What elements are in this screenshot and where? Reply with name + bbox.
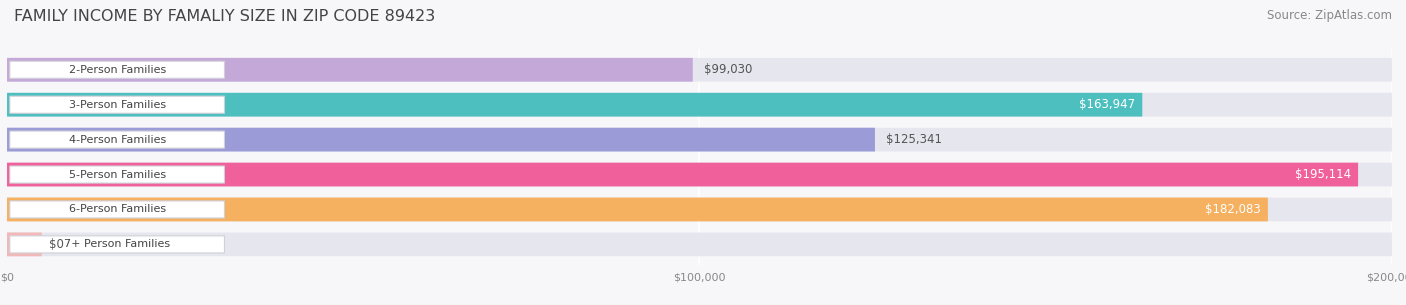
FancyBboxPatch shape <box>7 58 693 82</box>
Text: $182,083: $182,083 <box>1205 203 1261 216</box>
FancyBboxPatch shape <box>7 232 1392 256</box>
Text: Source: ZipAtlas.com: Source: ZipAtlas.com <box>1267 9 1392 22</box>
FancyBboxPatch shape <box>10 96 225 113</box>
FancyBboxPatch shape <box>7 93 1142 117</box>
FancyBboxPatch shape <box>7 198 1268 221</box>
Text: $195,114: $195,114 <box>1295 168 1351 181</box>
Text: $99,030: $99,030 <box>704 63 752 76</box>
FancyBboxPatch shape <box>7 163 1358 186</box>
FancyBboxPatch shape <box>7 128 1392 152</box>
Text: 2-Person Families: 2-Person Families <box>69 65 166 75</box>
Text: $163,947: $163,947 <box>1080 98 1136 111</box>
FancyBboxPatch shape <box>10 201 225 218</box>
Text: 5-Person Families: 5-Person Families <box>69 170 166 180</box>
Text: 4-Person Families: 4-Person Families <box>69 135 166 145</box>
Text: 6-Person Families: 6-Person Families <box>69 204 166 214</box>
FancyBboxPatch shape <box>7 93 1392 117</box>
FancyBboxPatch shape <box>7 232 42 256</box>
FancyBboxPatch shape <box>10 166 225 183</box>
FancyBboxPatch shape <box>10 236 225 253</box>
Text: $0: $0 <box>49 238 63 251</box>
FancyBboxPatch shape <box>7 128 875 152</box>
FancyBboxPatch shape <box>7 58 1392 82</box>
Text: 7+ Person Families: 7+ Person Families <box>65 239 170 249</box>
Text: 3-Person Families: 3-Person Families <box>69 100 166 110</box>
FancyBboxPatch shape <box>7 163 1392 186</box>
Text: $125,341: $125,341 <box>886 133 942 146</box>
FancyBboxPatch shape <box>7 198 1392 221</box>
Text: FAMILY INCOME BY FAMALIY SIZE IN ZIP CODE 89423: FAMILY INCOME BY FAMALIY SIZE IN ZIP COD… <box>14 9 436 24</box>
FancyBboxPatch shape <box>10 61 225 78</box>
FancyBboxPatch shape <box>10 131 225 148</box>
